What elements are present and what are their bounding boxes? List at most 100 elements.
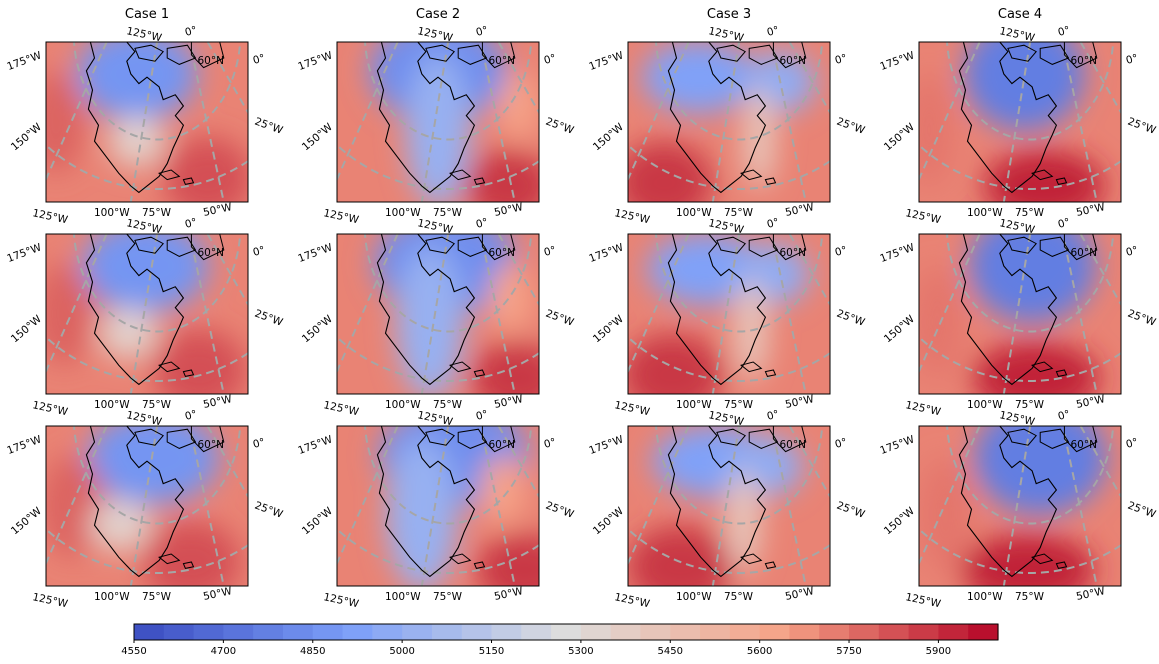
coastline [958,426,1058,578]
tick-label-bottom: 100°W [94,591,130,603]
field-blob [475,534,539,586]
tick-label-left-top: 175°W [296,433,334,457]
panel-frame [627,41,831,203]
coastline-island [182,369,195,377]
coastline-island [740,553,763,565]
coastline-island [166,236,197,257]
coastline-island [748,428,779,449]
field-blob [152,329,247,394]
panel-frame [336,425,540,587]
coastline-island [764,561,777,569]
panel-frame [918,425,1122,587]
coastline-island [740,361,763,373]
tick-label-left-top: 175°W [296,241,334,265]
tick-label-bottom: 50°W [784,201,815,219]
gridline-label-60n: 60°N [489,55,515,67]
tick-label-bottom: 125°W [904,399,942,418]
gridline-label-60n: 60°N [780,439,806,451]
colorbar-bin [282,624,314,640]
coastline-island [190,42,225,69]
coastline [667,426,767,578]
tick-label-left-top: 175°W [878,433,916,457]
field-blob [919,73,954,187]
tick-label-top-right: 0° [184,24,199,39]
field-blob [498,70,539,142]
field-blob [628,333,724,394]
coastline-island [158,169,181,181]
tick-label-right-mid: 25°W [835,308,867,329]
coastline-island [716,236,746,254]
field-blob [725,470,761,574]
tick-label-bottom: 100°W [967,207,1003,219]
tick-label-left-mid: 150°W [882,121,918,154]
tick-label-right-mid: 25°W [835,116,867,137]
tick-label-right-mid: 25°W [544,116,576,137]
gridlines [337,42,539,202]
coastline-island [473,177,486,185]
gridlines [46,426,248,586]
colorbar-tick-label: 5600 [747,646,772,657]
colorbar-tick-label: 4850 [300,646,325,657]
tick-label-bottom: 75°W [724,591,754,603]
tick-label-top-right: 0° [1057,24,1072,39]
tick-label-right-mid: 25°W [1126,116,1158,137]
title-case-4: Case 4 [998,7,1042,22]
tick-label-top-right: 0° [184,216,199,231]
colorbar-bin [253,624,284,640]
gridline-label-60n: 60°N [198,439,224,451]
tick-label-bottom: 75°W [724,399,754,411]
colorbar-bin [461,624,493,640]
tick-label-right-mid: 25°W [253,116,285,137]
tick-label-bottom: 100°W [385,399,421,411]
coastline [85,426,185,578]
tick-label-bottom: 125°W [322,207,360,226]
coastline-island [1055,369,1068,377]
colorbar-bin [938,624,969,640]
tick-label-right-top: 0° [252,436,267,451]
colorbar-bin [521,624,552,640]
gridline-label-60n: 60°N [198,247,224,259]
field-blob [642,42,756,114]
coastline-island [1063,42,1098,69]
tick-label-left-top: 175°W [587,433,625,457]
field-blob [46,70,85,174]
tick-label-right-top: 0° [543,52,558,67]
colorbar-bin [163,624,195,640]
tick-label-left-top: 175°W [587,241,625,265]
gridline-label-60n: 60°N [489,247,515,259]
tick-label-right-top: 0° [543,436,558,451]
tick-label-bottom: 100°W [385,207,421,219]
coastline-island [1007,236,1037,254]
coastline-island [764,369,777,377]
coastline-island [166,44,197,65]
panel-frame [627,233,831,395]
coastline [85,234,185,386]
coastline-island [481,234,516,261]
tick-label-top-right: 0° [475,216,490,231]
gridline-label-60n: 60°N [198,55,224,67]
coastline-island [1063,426,1098,453]
coastline-island [449,553,472,565]
coastline-island [748,236,779,257]
field-blob [470,342,539,394]
tick-label-bottom: 100°W [676,591,712,603]
title-case-1: Case 1 [125,7,169,22]
tick-label-right-mid: 25°W [544,308,576,329]
tick-label-right-top: 0° [1125,52,1140,67]
gridlines [628,42,830,202]
coastline-island [425,428,455,446]
tick-label-left-mid: 150°W [300,505,336,538]
coastline [958,42,1058,194]
tick-label-left-mid: 150°W [9,505,45,538]
coastline-island [1031,169,1054,181]
coastline-island [716,44,746,62]
field-blob [142,521,241,586]
tick-label-bottom: 50°W [202,201,233,219]
colorbar-bin [878,624,910,640]
colorbar-tick-label: 4700 [211,646,236,657]
tick-label-right-top: 0° [834,436,849,451]
tick-label-bottom: 50°W [784,393,815,411]
tick-label-bottom: 75°W [142,591,172,603]
